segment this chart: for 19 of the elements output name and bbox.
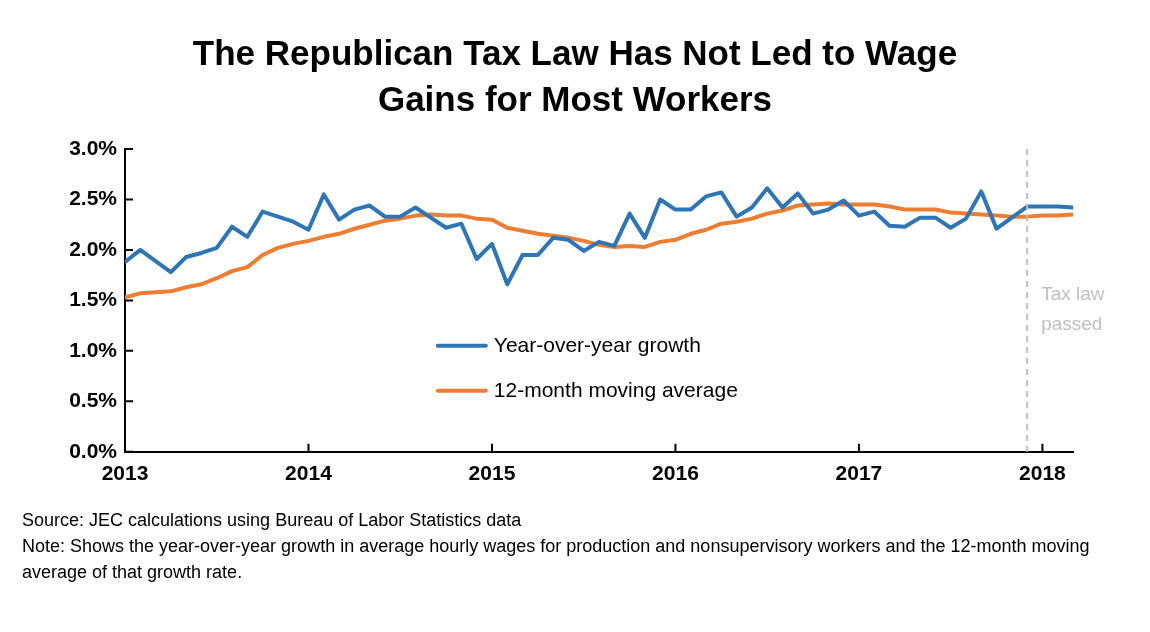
y-tick-label: 0.0%: [69, 438, 118, 462]
y-tick-label: 1.5%: [69, 287, 118, 311]
x-tick-label: 2016: [652, 461, 699, 485]
chart-title: The Republican Tax Law Has Not Led to Wage Gains for Most Workers: [191, 32, 959, 120]
x-tick-label: 2013: [101, 461, 149, 485]
x-tick-label: 2018: [1019, 461, 1067, 485]
y-tick-label: 3.0%: [69, 135, 118, 159]
x-tick-label: 2015: [468, 461, 516, 485]
y-tick-label: 0.5%: [69, 388, 118, 412]
x-tick-label: 2014: [285, 461, 333, 485]
ref-line-label: Tax law passed: [1041, 283, 1105, 335]
legend-label: Year-over-year growth: [493, 332, 701, 356]
y-tick-label: 2.5%: [69, 186, 118, 210]
text: Note: Shows the year-over-year growth in average hourly wages for production and nonsupervisory workers and the 12-month moving average of that growth rate.: [22, 535, 1091, 585]
x-tick-label: 2017: [835, 461, 883, 485]
y-tick-label: 1.0%: [69, 337, 118, 361]
source-note: Source: JEC calculations using Bureau of Labor Statistics data: [22, 509, 523, 532]
y-tick-label: 2.0%: [69, 236, 118, 260]
legend-label: 12-month moving average: [493, 377, 738, 401]
